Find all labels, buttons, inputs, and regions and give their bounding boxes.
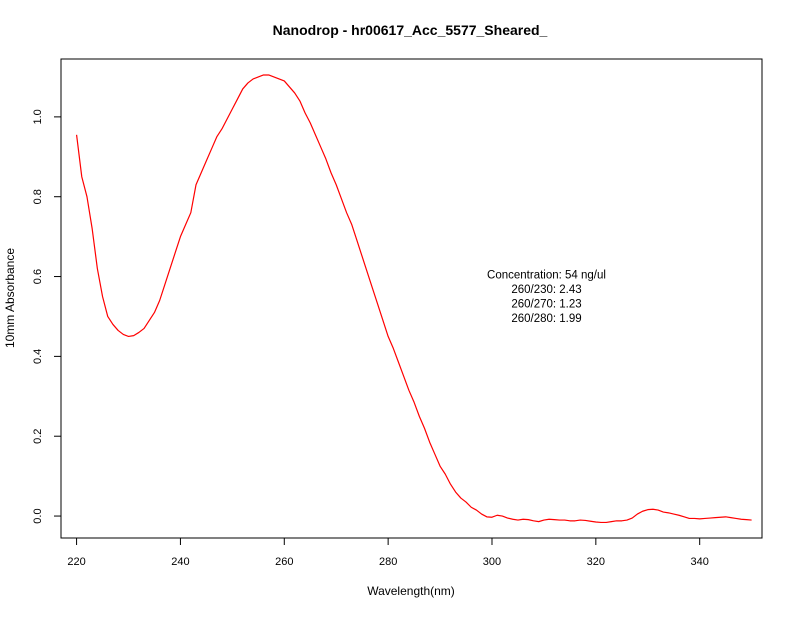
x-axis: 220 240 260 280 300 320 340 <box>67 537 709 568</box>
annotation-line: 260/270: 1.23 <box>511 299 581 311</box>
x-tick-label: 300 <box>483 556 501 568</box>
y-tick-label: 0.0 <box>32 508 44 523</box>
x-tick-label: 260 <box>275 556 293 568</box>
x-axis-label: Wavelength(nm) <box>367 584 455 598</box>
chart-title: Nanodrop - hr00617_Acc_5577_Sheared_ <box>273 22 548 38</box>
series-layer <box>75 74 752 524</box>
annotation-block: Concentration: 54 ng/ul 260/230: 2.43 260/… <box>487 270 606 326</box>
y-tick-label: 0.8 <box>32 189 44 204</box>
x-tick-label: 220 <box>67 556 85 568</box>
x-tick-label: 280 <box>379 556 397 568</box>
y-axis-label: 10mm Absorbance <box>3 248 17 348</box>
y-tick-label: 0.2 <box>32 429 44 444</box>
annotation-line: 260/280: 1.99 <box>511 313 581 325</box>
y-tick-label: 1.0 <box>32 109 44 124</box>
y-axis: 0.0 0.2 0.4 0.6 0.8 1.0 <box>32 109 62 524</box>
x-tick-label: 340 <box>691 556 709 568</box>
y-tick-label: 0.4 <box>32 349 44 364</box>
annotation-line: Concentration: 54 ng/ul <box>487 270 606 282</box>
y-tick-label: 0.6 <box>32 269 44 284</box>
absorbance-line <box>75 74 752 524</box>
annotation-line: 260/230: 2.43 <box>511 284 581 296</box>
x-tick-label: 320 <box>587 556 605 568</box>
x-tick-label: 240 <box>171 556 189 568</box>
